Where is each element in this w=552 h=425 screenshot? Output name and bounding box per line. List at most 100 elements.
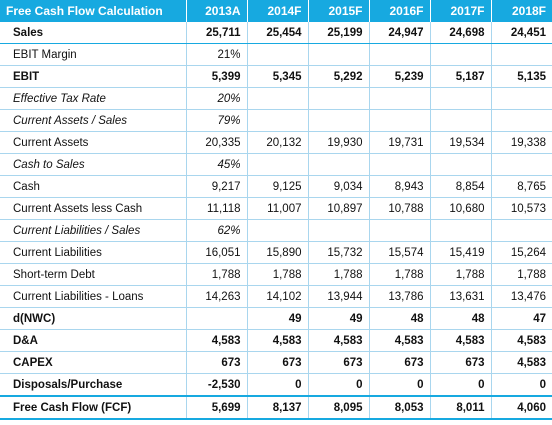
table-row: Current Liabilities - Loans 14,263 14,102 1… [0,285,552,308]
row-value: 1,788 [368,263,430,286]
row-label: Disposals/Purchase [0,373,186,397]
row-value [490,219,552,242]
row-value: 13,476 [490,285,552,308]
row-value: 4,583 [185,329,247,352]
row-value: 15,890 [246,241,308,264]
row-value [490,87,552,110]
row-value: 25,454 [246,22,308,44]
row-value: 0 [429,373,491,397]
row-value: 19,731 [368,131,430,154]
row-value [307,87,369,110]
row-label: EBIT [0,65,186,88]
row-value [368,153,430,176]
row-value: 47 [490,307,552,330]
table-row: Current Liabilities 16,051 15,890 15,732 15,… [0,241,552,264]
row-value [368,43,430,66]
row-value: 5,292 [307,65,369,88]
row-value: 24,698 [429,22,491,44]
row-value: 49 [307,307,369,330]
row-value: 24,451 [490,22,552,44]
row-value: 1,788 [307,263,369,286]
row-value [246,109,308,132]
row-value: 25,711 [185,22,247,44]
row-value [185,307,247,330]
row-label: d(NWC) [0,307,186,330]
table-row: d(NWC) 49 49 48 48 47 [0,307,552,330]
column-header-year: 2013A [185,0,247,22]
row-value: 4,583 [490,329,552,352]
row-value: 5,135 [490,65,552,88]
row-value: 8,137 [246,395,308,420]
row-value: 5,345 [246,65,308,88]
row-value: 14,102 [246,285,308,308]
row-label: Current Assets / Sales [0,109,186,132]
row-value: 19,534 [429,131,491,154]
row-value: 10,573 [490,197,552,220]
row-value [246,43,308,66]
row-value: 4,060 [490,395,552,420]
row-value: 4,583 [307,329,369,352]
row-value: -2,530 [185,373,247,397]
row-value [368,87,430,110]
row-value: 10,680 [429,197,491,220]
row-value: 25,199 [307,22,369,44]
table-row: Cash to Sales 45% [0,153,552,176]
row-value [307,219,369,242]
row-value: 19,338 [490,131,552,154]
row-value: 15,732 [307,241,369,264]
table-row: Current Assets less Cash 11,118 11,007 10,8… [0,197,552,220]
row-value: 8,011 [429,395,491,420]
row-value: 673 [368,351,430,374]
row-value: 5,699 [185,395,247,420]
row-value: 1,788 [185,263,247,286]
row-value: 20% [185,87,247,110]
row-value [429,109,491,132]
row-value: 8,095 [307,395,369,420]
row-value: 8,765 [490,175,552,198]
row-value: 13,631 [429,285,491,308]
table-row: Current Assets 20,335 20,132 19,930 19,731 19… [0,131,552,154]
row-value: 13,786 [368,285,430,308]
row-value: 1,788 [429,263,491,286]
row-value: 11,007 [246,197,308,220]
row-value: 13,944 [307,285,369,308]
row-value: 11,118 [185,197,247,220]
row-value: 1,788 [246,263,308,286]
row-value [429,153,491,176]
table-body: Sales 25,711 25,454 25,199 24,947 24,698 24,45… [0,22,552,420]
table-row: CAPEX 673 673 673 673 673 4,583 [0,351,552,374]
row-value: 48 [429,307,491,330]
row-value [368,109,430,132]
row-value [246,87,308,110]
row-value: 16,051 [185,241,247,264]
row-value [429,43,491,66]
row-value: 49 [246,307,308,330]
row-value: 0 [246,373,308,397]
row-value: 15,264 [490,241,552,264]
row-value: 5,399 [185,65,247,88]
row-value [490,43,552,66]
row-value [307,109,369,132]
row-label: Current Liabilities [0,241,186,264]
row-value: 21% [185,43,247,66]
table-row: EBIT 5,399 5,345 5,292 5,239 5,187 5,135 [0,65,552,88]
row-value: 673 [185,351,247,374]
row-value: 673 [429,351,491,374]
row-value: 20,335 [185,131,247,154]
row-value [368,219,430,242]
row-value: 0 [307,373,369,397]
column-header-year: 2016F [368,0,430,22]
table-row: Current Assets / Sales 79% [0,109,552,132]
row-value [429,219,491,242]
row-value: 8,053 [368,395,430,420]
row-value: 673 [246,351,308,374]
table-row: D&A 4,583 4,583 4,583 4,583 4,583 4,583 [0,329,552,352]
row-value: 9,034 [307,175,369,198]
table-row: Cash 9,217 9,125 9,034 8,943 8,854 8,765 [0,175,552,198]
row-value: 15,419 [429,241,491,264]
row-value: 9,217 [185,175,247,198]
row-label: Free Cash Flow (FCF) [0,395,186,420]
table-row: EBIT Margin 21% [0,43,552,66]
row-value [490,109,552,132]
